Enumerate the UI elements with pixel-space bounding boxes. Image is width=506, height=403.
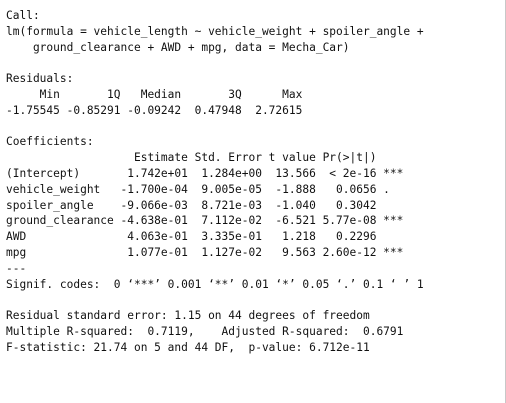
coefficient-row-mpg: mpg 1.077e-01 1.127e-02 9.563 2.60e-12 *… xyxy=(6,245,404,259)
coefficients-header: Coefficients: xyxy=(6,135,94,149)
f-statistic-line: F-statistic: 21.74 on 5 and 44 DF, p-val… xyxy=(6,340,370,354)
coefficient-row-ground-clearance: ground_clearance -4.638e-01 7.112e-02 -6… xyxy=(6,214,404,228)
coefficient-row-intercept: (Intercept) 1.742e+01 1.284e+00 13.566 <… xyxy=(6,166,404,180)
residual-standard-error: Residual standard error: 1.15 on 44 degr… xyxy=(6,309,370,323)
significance-codes: Signif. codes: 0 ‘***’ 0.001 ‘**’ 0.01 ‘… xyxy=(6,277,424,291)
call-header: Call: xyxy=(6,9,40,22)
call-formula-line-1: lm(formula = vehicle_length ~ vehicle_we… xyxy=(6,24,424,38)
residuals-header: Residuals: xyxy=(6,72,74,86)
separator-line: --- xyxy=(6,261,27,275)
coefficient-row-vehicle-weight: vehicle_weight -1.700e-04 9.005e-05 -1.8… xyxy=(6,182,390,196)
residuals-quantile-values: -1.75545 -0.85291 -0.09242 0.47948 2.726… xyxy=(6,103,303,117)
blank-line xyxy=(6,292,500,308)
residuals-quantile-labels: Min 1Q Median 3Q Max xyxy=(6,87,303,101)
r-squared-line: Multiple R-squared: 0.7119, Adjusted R-s… xyxy=(6,324,404,338)
coefficients-column-headers: Estimate Std. Error t value Pr(>|t|) xyxy=(6,151,377,165)
coefficient-row-spoiler-angle: spoiler_angle -9.066e-03 8.721e-03 -1.04… xyxy=(6,198,377,212)
blank-line xyxy=(6,119,500,135)
blank-line xyxy=(6,55,500,71)
coefficient-row-awd: AWD 4.063e-01 3.335e-01 1.218 0.2296 xyxy=(6,230,377,244)
call-formula-line-2: ground_clearance + AWD + mpg, data = Mec… xyxy=(6,40,350,54)
